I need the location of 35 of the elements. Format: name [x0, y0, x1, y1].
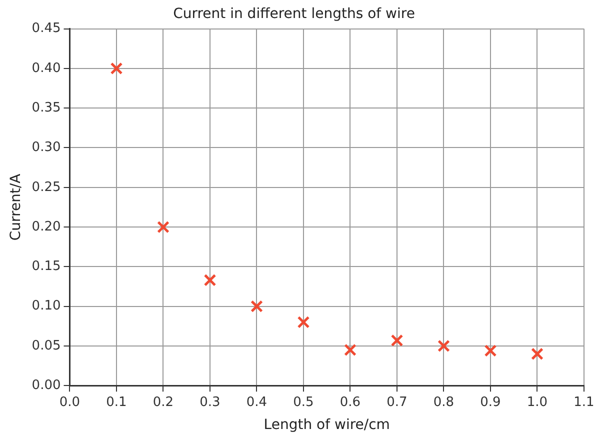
x-tick-label: 0.1: [106, 394, 127, 410]
point: [484, 344, 497, 357]
point: [531, 348, 544, 360]
point: [390, 334, 404, 347]
x-tick-label: 0.3: [200, 394, 220, 410]
point: [297, 316, 310, 328]
x-tick-label: 0.7: [386, 394, 408, 410]
y-tick-label: 0.10: [32, 298, 61, 314]
x-tick-label: 0.8: [433, 394, 454, 410]
x-tick-label: 0.2: [152, 394, 174, 410]
y-tick-label: 0.00: [32, 378, 61, 393]
point: [204, 274, 216, 286]
y-tick-label: 0.05: [32, 338, 61, 354]
x-tick-label: 0.4: [246, 394, 268, 410]
y-tick-label: 0.35: [32, 100, 61, 116]
y-tick-label: 0.30: [32, 140, 61, 156]
x-tick-label: 1.0: [526, 394, 548, 410]
point: [250, 300, 263, 313]
y-tick-label: 0.20: [32, 219, 61, 234]
point: [157, 220, 170, 234]
y-axis-title: Current/A: [8, 173, 24, 241]
y-tick-label: 0.15: [32, 259, 61, 274]
x-tick-label: 0.0: [59, 394, 80, 410]
y-tick-label: 0.25: [32, 180, 61, 195]
point: [110, 62, 123, 75]
x-tick-label: 1.1: [574, 394, 594, 410]
y-tick-label: 0.40: [32, 60, 61, 76]
x-axis-title: Length of wire/cm: [264, 417, 390, 434]
point: [438, 340, 450, 352]
point: [344, 344, 356, 356]
y-tick-label: 0.45: [32, 21, 61, 36]
x-tick-label: 0.9: [480, 394, 501, 410]
x-tick-label: 0.6: [340, 394, 361, 410]
chart-title: Current in different lengths of wire: [173, 6, 415, 22]
x-tick-label: 0.5: [293, 394, 314, 410]
